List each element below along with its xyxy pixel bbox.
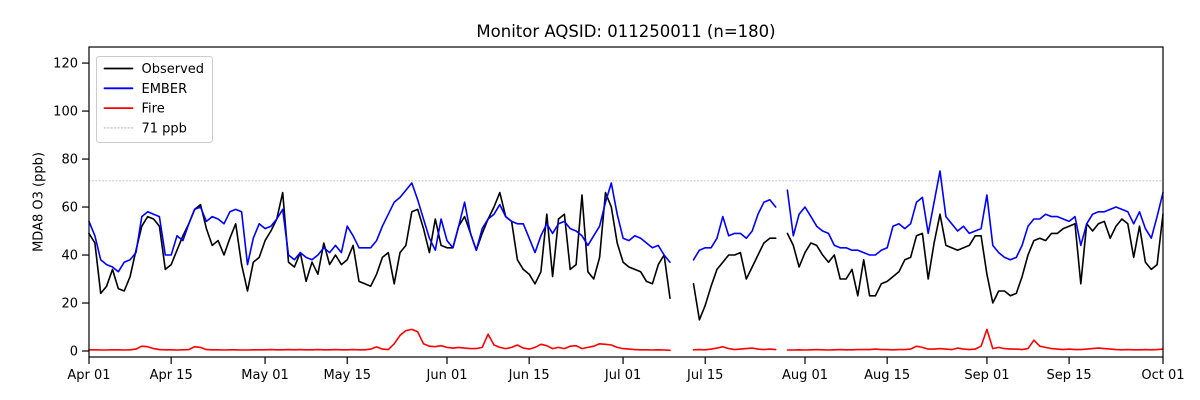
x-tick-label: Jul 15 [686,368,723,383]
fire-line [88,328,1164,352]
y-tick-label: 120 [53,57,78,72]
x-tick-label: Oct 01 [1141,368,1184,383]
legend-box [96,56,213,143]
legend-entry-ember-label: EMBER [142,82,188,97]
x-tick-label: Apr 01 [67,368,110,383]
x-tick-label: Apr 15 [150,368,193,383]
chart-title: Monitor AQSID: 011250011 (n=180) [476,22,776,41]
x-tick-label: May 15 [323,368,371,383]
y-tick-label: 80 [61,153,78,168]
y-tick-label: 60 [61,201,78,216]
x-tick-label: Jun 01 [426,368,468,383]
x-tick-label: Jun 15 [508,368,550,383]
y-tick-label: 100 [53,105,78,120]
ember-line [88,170,1164,273]
y-tick-label: 40 [61,249,78,264]
legend-entry-observed-label: Observed [142,62,205,77]
legend-entry-threshold-label: 71 ppb [142,121,187,136]
y-tick-label: 0 [70,345,78,360]
x-tick-label: Aug 01 [782,368,828,383]
x-tick-label: Sep 15 [1047,368,1092,383]
x-tick-label: Sep 01 [964,368,1009,383]
y-tick-label: 20 [61,297,78,312]
x-tick-label: Jul 01 [604,368,641,383]
legend-entry-fire-label: Fire [142,102,165,117]
plot-box [88,46,1164,358]
x-tick-label: May 01 [241,368,289,383]
x-tick-label: Aug 15 [864,368,910,383]
